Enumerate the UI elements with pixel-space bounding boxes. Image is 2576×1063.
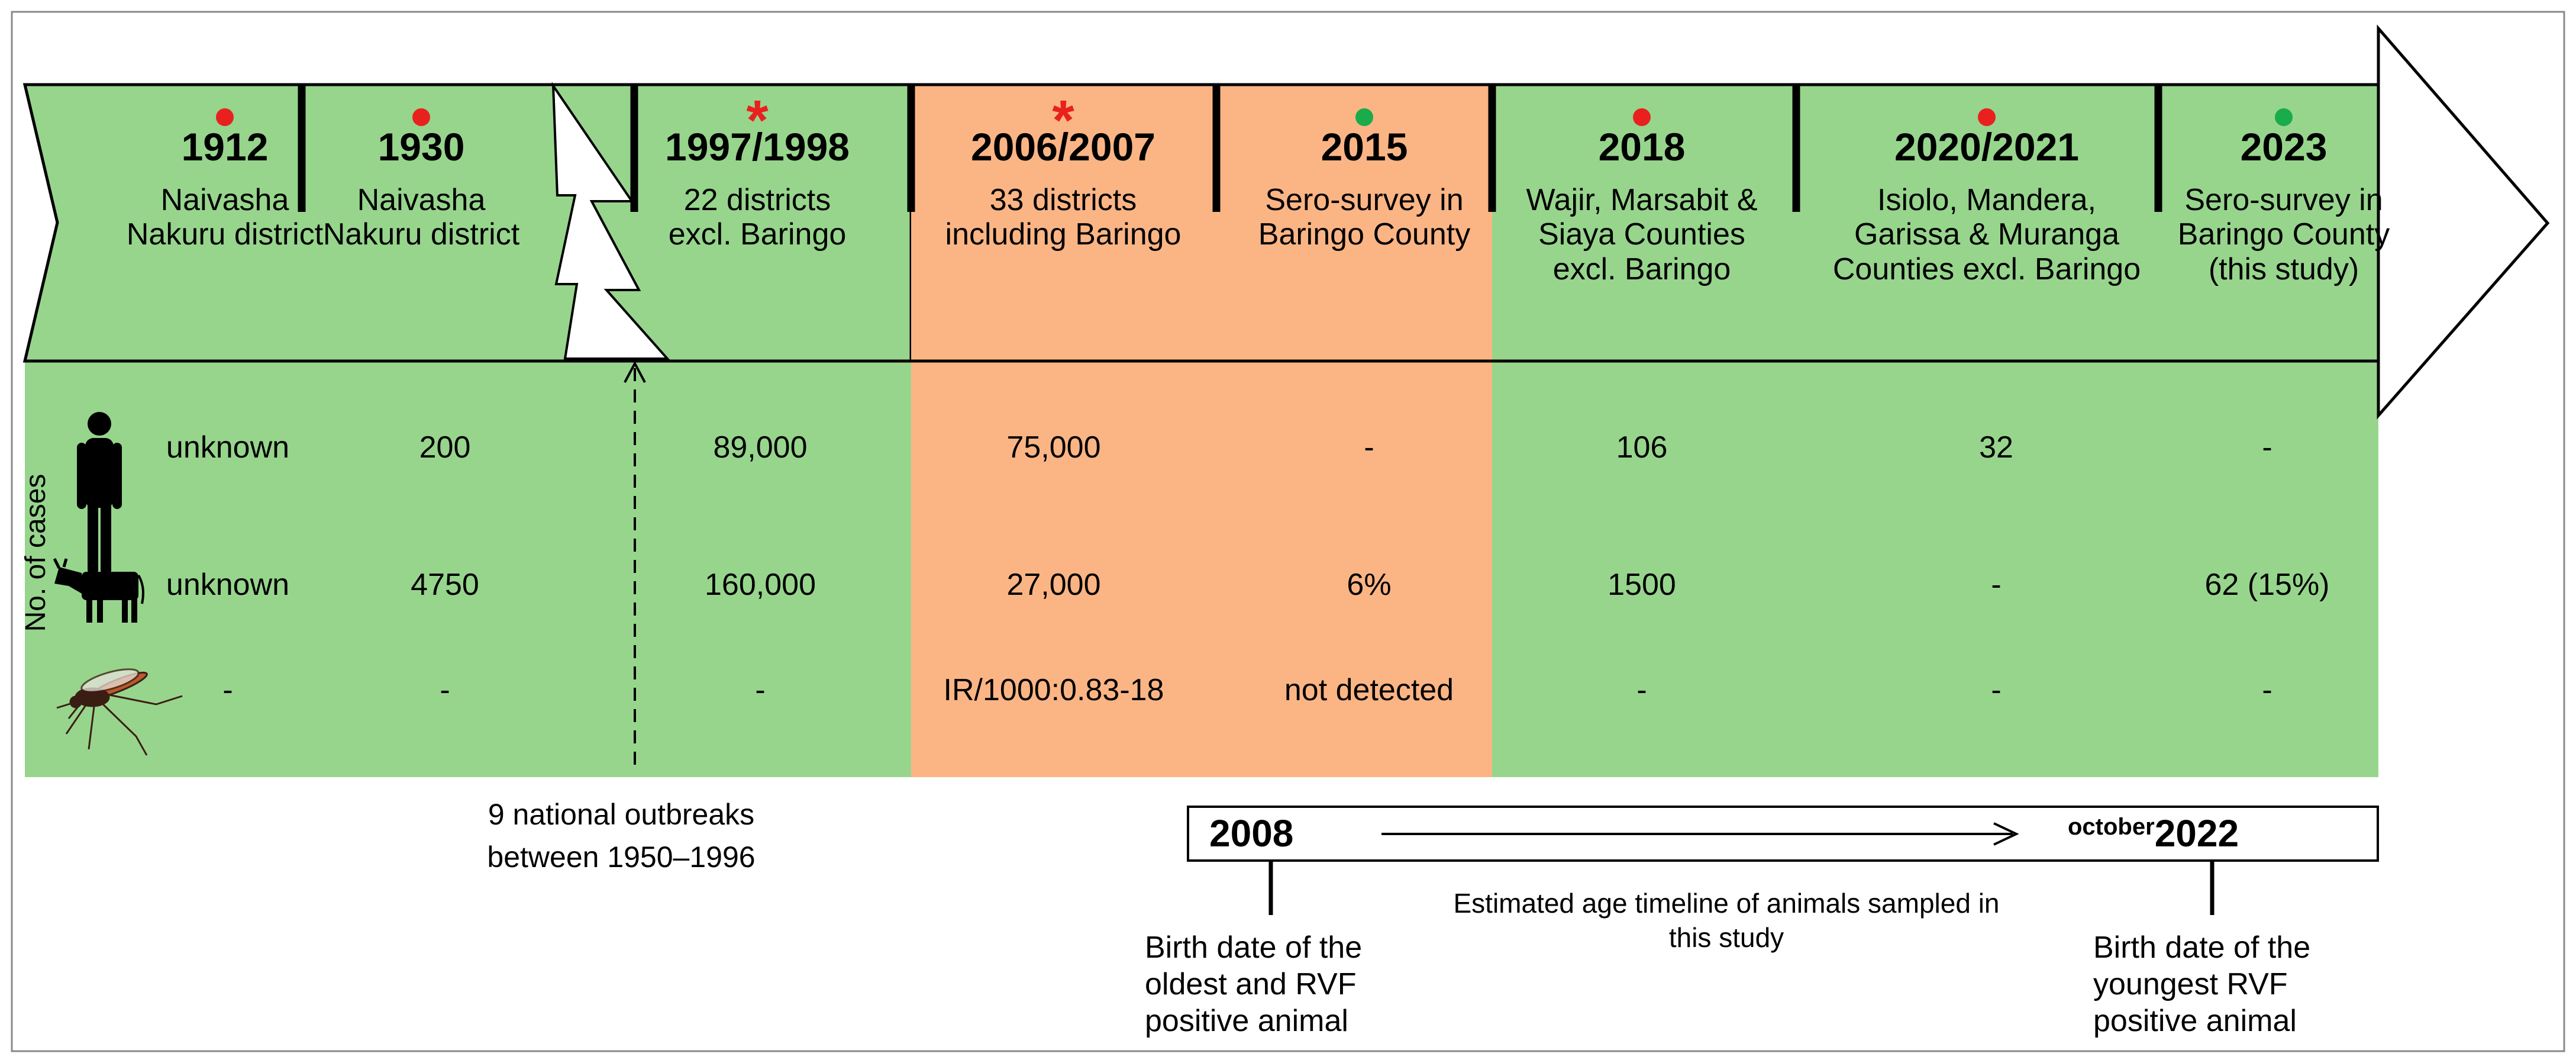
start-note-line-3: positive animal bbox=[1145, 1004, 1348, 1038]
marker-dot-red-6 bbox=[1978, 108, 1996, 126]
cases-cattle-2: 160,000 bbox=[705, 568, 816, 602]
year-label-5: 2018 bbox=[1599, 125, 1686, 169]
description-line-7-2: (this study) bbox=[2209, 252, 2359, 286]
marker-asterisk-red-2: * bbox=[746, 89, 769, 152]
year-label-3: 2006/2007 bbox=[971, 125, 1155, 169]
cases-cattle-3: 27,000 bbox=[1006, 568, 1100, 602]
timeline-arrow-head bbox=[2377, 24, 2550, 420]
end-note-line-2: youngest RVF bbox=[2093, 967, 2288, 1001]
row-label-no-of-cases: No. of cases bbox=[20, 474, 51, 632]
cases-human-5: 106 bbox=[1616, 430, 1668, 465]
description-line-3-1: including Baringo bbox=[945, 217, 1182, 252]
description-line-4-1: Baringo County bbox=[1258, 217, 1470, 252]
cases-human-1: 200 bbox=[419, 430, 471, 465]
year-label-2: 1997/1998 bbox=[665, 125, 850, 169]
cases-band-orange bbox=[911, 361, 1492, 777]
mosquito-icon bbox=[56, 668, 183, 756]
cases-mosquito-6: - bbox=[1991, 673, 2001, 707]
description-line-5-1: Siaya Counties bbox=[1538, 217, 1745, 252]
gap-dashed-arrowhead bbox=[624, 360, 646, 383]
age-timeline-end-label: october2022 bbox=[2068, 812, 2239, 855]
figure-frame bbox=[11, 11, 2565, 1052]
end-note-line-3: positive animal bbox=[2093, 1004, 2297, 1038]
human-icon bbox=[77, 412, 122, 574]
description-line-6-2: Counties excl. Baringo bbox=[1833, 252, 2141, 286]
description-line-3-0: 33 districts bbox=[990, 183, 1137, 217]
marker-asterisk-red-3: * bbox=[1052, 89, 1074, 152]
cases-mosquito-2: - bbox=[755, 673, 765, 707]
cases-human-0: unknown bbox=[166, 430, 289, 465]
age-timeline-caption-line-1: Estimated age timeline of animals sample… bbox=[1453, 888, 1999, 919]
cases-human-2: 89,000 bbox=[713, 430, 807, 465]
cases-human-3: 75,000 bbox=[1006, 430, 1100, 465]
gap-note-line-2: between 1950–1996 bbox=[487, 840, 755, 874]
description-line-0-1: Nakuru district bbox=[127, 217, 324, 252]
marker-dot-red-5 bbox=[1633, 108, 1651, 126]
age-timeline-end-prefix: october bbox=[2068, 814, 2155, 840]
description-line-1-1: Nakuru district bbox=[323, 217, 520, 252]
cases-mosquito-3: IR/1000:0.83-18 bbox=[944, 673, 1164, 707]
description-line-4-0: Sero-survey in bbox=[1265, 183, 1463, 217]
cases-human-7: - bbox=[2262, 430, 2272, 465]
description-line-6-1: Garissa & Muranga bbox=[1854, 217, 2119, 252]
end-note-line-1: Birth date of the bbox=[2093, 930, 2310, 965]
timeline-arrow-green-left bbox=[22, 83, 913, 363]
description-line-0-0: Naivasha bbox=[161, 183, 289, 217]
description-line-7-1: Baringo County bbox=[2178, 217, 2390, 252]
cases-human-4: - bbox=[1364, 430, 1374, 465]
timeline-break-bolt bbox=[551, 82, 670, 360]
gap-note-line-1: 9 national outbreaks bbox=[488, 798, 754, 831]
age-timeline-caption-line-2: this study bbox=[1669, 922, 1784, 953]
cases-mosquito-5: - bbox=[1636, 673, 1647, 707]
cases-cattle-4: 6% bbox=[1347, 568, 1391, 602]
start-note-line-1: Birth date of the bbox=[1145, 930, 1362, 965]
description-line-5-2: excl. Baringo bbox=[1553, 252, 1731, 286]
cattle-icon bbox=[53, 558, 144, 623]
description-line-5-0: Wajir, Marsabit & bbox=[1526, 183, 1757, 217]
cases-human-6: 32 bbox=[1979, 430, 2013, 465]
marker-dot-green-7 bbox=[2275, 108, 2293, 126]
description-line-7-0: Sero-survey in bbox=[2184, 183, 2383, 217]
column-separators bbox=[298, 85, 2162, 212]
timeline-arrow-orange bbox=[911, 85, 1492, 361]
cases-table-values: unknown unknown - 200 4750 - 89,000 160,000 - 75,… bbox=[166, 430, 2330, 707]
year-label-7: 2023 bbox=[2241, 125, 2328, 169]
marker-dot-green-4 bbox=[1355, 108, 1373, 126]
cases-cattle-0: unknown bbox=[166, 568, 289, 602]
cases-cattle-7: 62 (15%) bbox=[2205, 568, 2330, 602]
marker-dot-red-1 bbox=[412, 108, 430, 126]
cases-mosquito-4: not detected bbox=[1284, 673, 1454, 707]
age-timeline-end-year: 2022 bbox=[2155, 812, 2239, 855]
cases-band-green-right bbox=[1492, 361, 2378, 777]
description-line-6-0: Isiolo, Mandera, bbox=[1877, 183, 2096, 217]
timeline-arrow-green-right bbox=[1492, 85, 2378, 361]
description-line-2-0: 22 districts bbox=[684, 183, 831, 217]
year-label-1: 1930 bbox=[378, 125, 465, 169]
start-note-line-2: oldest and RVF bbox=[1145, 967, 1356, 1001]
description-line-2-1: excl. Baringo bbox=[669, 217, 847, 252]
year-label-6: 2020/2021 bbox=[1894, 125, 2079, 169]
cases-cattle-6: - bbox=[1991, 568, 2001, 602]
marker-dot-red-0 bbox=[216, 108, 234, 126]
description-line-1-0: Naivasha bbox=[357, 183, 486, 217]
age-timeline-start-year: 2008 bbox=[1209, 812, 1293, 855]
cases-mosquito-1: - bbox=[440, 673, 450, 707]
cases-cattle-5: 1500 bbox=[1607, 568, 1676, 602]
cases-cattle-1: 4750 bbox=[411, 568, 479, 602]
cases-mosquito-7: - bbox=[2262, 673, 2272, 707]
year-label-4: 2015 bbox=[1321, 125, 1408, 169]
cases-band-green-left bbox=[25, 361, 911, 777]
year-label-0: 1912 bbox=[182, 125, 269, 169]
age-timeline-arrowhead bbox=[1993, 822, 2019, 846]
cases-mosquito-0: - bbox=[222, 673, 233, 707]
